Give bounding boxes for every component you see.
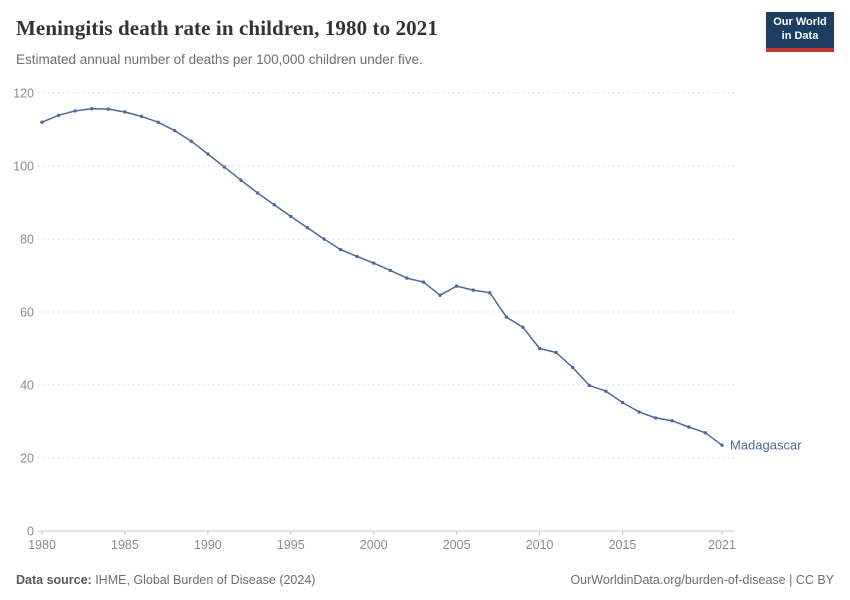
x-tick-label: 1980: [28, 538, 56, 552]
x-tick-label: 1985: [111, 538, 139, 552]
data-point-marker: [90, 107, 94, 111]
data-point-marker: [604, 389, 608, 393]
trend-line-madagascar: [41, 107, 723, 446]
y-tick-label: 60: [20, 306, 34, 320]
x-tick-label: 2015: [609, 538, 637, 552]
data-point-marker: [571, 365, 575, 370]
data-point-marker: [654, 416, 658, 420]
owid-credit-link[interactable]: OurWorldinData.org/burden-of-disease | C…: [570, 573, 834, 587]
data-point-marker: [206, 152, 210, 156]
y-tick-label: 0: [27, 525, 34, 539]
y-tick-label: 40: [20, 379, 34, 393]
chart-subtitle: Estimated annual number of deaths per 10…: [16, 52, 423, 67]
x-tick-label: 2021: [708, 538, 736, 552]
data-source-label: Data source:: [16, 573, 92, 587]
data-point-marker: [488, 291, 492, 295]
data-point-marker: [106, 107, 111, 111]
data-point-marker: [504, 315, 509, 319]
data-point-marker: [521, 325, 525, 329]
data-point-marker: [670, 419, 674, 423]
data-point-marker: [289, 214, 293, 219]
x-tick-label: 2005: [443, 538, 471, 552]
data-point-marker: [173, 128, 177, 133]
data-point-marker: [73, 109, 77, 113]
y-tick-label: 120: [13, 87, 34, 101]
data-point-marker: [123, 110, 127, 114]
data-point-marker: [620, 400, 625, 405]
data-source: Data source: IHME, Global Burden of Dise…: [16, 573, 315, 587]
data-point-marker: [637, 410, 641, 414]
data-point-marker: [454, 284, 459, 288]
data-point-marker: [139, 114, 144, 119]
data-point-marker: [239, 178, 243, 182]
series-label-madagascar: Madagascar: [730, 438, 802, 453]
chart-footer: Data source: IHME, Global Burden of Dise…: [16, 568, 834, 592]
data-point-marker: [703, 431, 708, 435]
owid-logo-line2: in Data: [781, 30, 819, 42]
data-point-marker: [189, 139, 193, 143]
data-point-marker: [222, 165, 227, 169]
data-point-marker: [587, 383, 591, 388]
data-point-marker: [471, 288, 475, 292]
data-point-marker: [537, 346, 542, 351]
data-point-marker: [388, 268, 392, 273]
data-point-marker: [687, 425, 691, 429]
data-point-marker: [272, 203, 276, 207]
data-point-marker: [305, 226, 310, 230]
y-tick-label: 20: [20, 452, 34, 466]
y-tick-label: 80: [20, 233, 34, 247]
x-tick-label: 2000: [360, 538, 388, 552]
data-point-marker: [355, 254, 359, 259]
x-tick-label: 1990: [194, 538, 222, 552]
data-point-marker: [554, 350, 558, 355]
data-point-marker: [405, 276, 409, 280]
data-point-marker: [255, 191, 260, 195]
data-point-marker: [322, 237, 326, 241]
data-point-marker: [338, 247, 343, 252]
data-point-marker: [156, 120, 160, 124]
data-point-marker: [421, 280, 426, 284]
line-chart-svg: 0 20 40 60 80 100 120 1980 1985 1990 1995 2000 2005 2…: [13, 87, 802, 553]
x-tick-label: 1995: [277, 538, 305, 552]
x-tick-label: 2010: [526, 538, 554, 552]
owid-logo[interactable]: Our World in Data: [766, 12, 834, 52]
y-tick-label: 100: [13, 160, 34, 174]
data-point-marker: [56, 113, 61, 117]
page-title: Meningitis death rate in children, 1980 …: [16, 16, 438, 40]
data-point-marker: [372, 261, 376, 265]
data-source-text: IHME, Global Burden of Disease (2024): [91, 573, 316, 587]
owid-logo-line1: Our World: [773, 16, 827, 29]
data-point-marker: [438, 293, 442, 297]
data-point-marker: [720, 443, 724, 447]
data-point-marker: [40, 120, 44, 124]
